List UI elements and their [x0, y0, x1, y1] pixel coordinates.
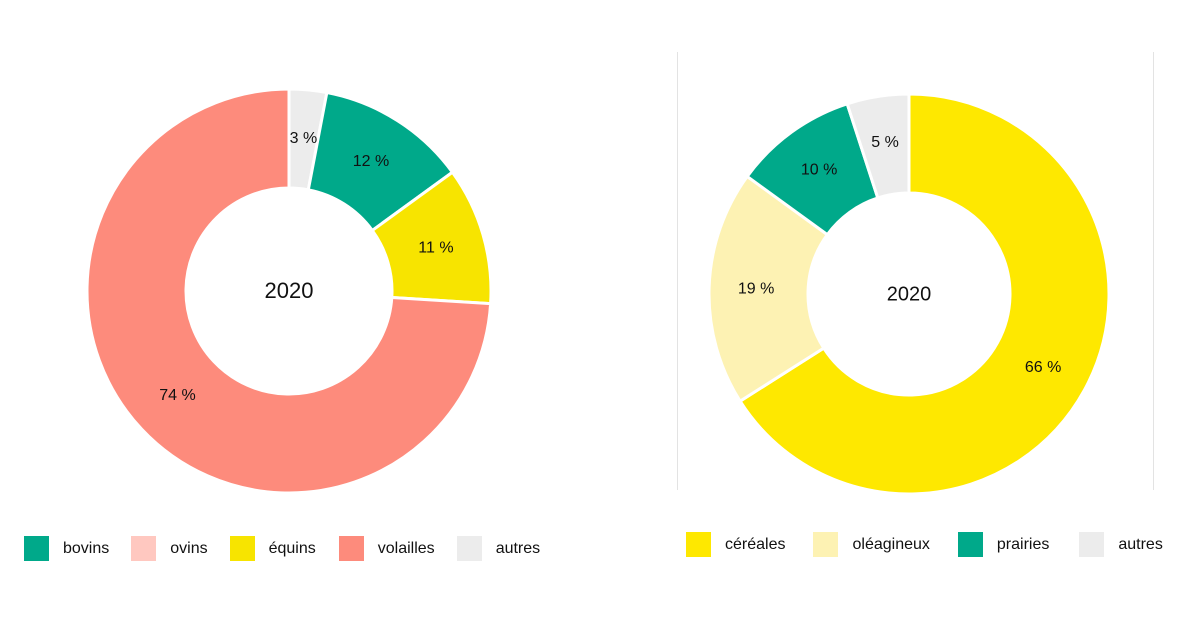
- legend-item-autres: autres: [456, 536, 541, 561]
- slice-volailles: [85, 87, 493, 495]
- legend-label: prairies: [996, 535, 1050, 553]
- panel-divider-left: [677, 52, 678, 490]
- slice-oleagineux: [707, 174, 830, 404]
- legend-swatch: [1079, 532, 1105, 557]
- slice-label-volailles: 74 %: [159, 387, 195, 404]
- legend-item-ovins: ovins: [131, 536, 208, 561]
- legend-item-volailles: volailles: [338, 536, 435, 561]
- center-label: 2020: [887, 283, 932, 305]
- legend-item-prairies: prairies: [957, 532, 1050, 557]
- slice-autres: [845, 92, 911, 200]
- legend-label: autres: [1118, 535, 1163, 553]
- legend-item-oleagineux: oléagineux: [813, 532, 930, 557]
- legend-swatch: [338, 536, 364, 561]
- legend-label: équins: [268, 539, 316, 557]
- legend-label: autres: [495, 539, 541, 557]
- panel-divider-right: [1153, 52, 1154, 490]
- legend-label: ovins: [170, 539, 208, 557]
- labels-group: 3 % 12 % 11 % 74 %: [159, 130, 453, 404]
- donut-chart-livestock: 3 % 12 % 11 % 74 % 2020: [85, 87, 493, 495]
- legend-label: céréales: [725, 535, 786, 553]
- legend-item-cereales: céréales: [686, 532, 785, 557]
- legend-swatch: [24, 536, 49, 561]
- slice-label-bovins: 12 %: [353, 153, 389, 170]
- legend-swatch: [229, 536, 255, 561]
- slices-group: [707, 92, 1111, 496]
- slice-label-prairies: 10 %: [801, 161, 837, 178]
- legend-label: oléagineux: [852, 535, 930, 553]
- slice-label-oleagineux: 19 %: [738, 280, 774, 297]
- legend-swatch: [686, 532, 711, 557]
- legend-item-autres: autres: [1079, 532, 1163, 557]
- legend-swatch: [131, 536, 157, 561]
- donut-chart-crops: 66 % 19 % 10 % 5 % 2020: [707, 92, 1111, 496]
- slice-label-autres: 3 %: [290, 130, 318, 147]
- slice-label-cereales: 66 %: [1025, 359, 1061, 376]
- center-label: 2020: [265, 278, 314, 303]
- slices-group: [85, 87, 493, 495]
- legend-label: volailles: [377, 539, 435, 557]
- legend-swatch: [957, 532, 983, 557]
- legend-label: bovins: [63, 539, 110, 557]
- legend-livestock: bovins ovins équins volailles autres: [24, 536, 540, 561]
- legend-swatch: [456, 536, 482, 561]
- legend-item-bovins: bovins: [24, 536, 109, 561]
- slice-label-equins: 11 %: [418, 240, 453, 257]
- legend-swatch: [813, 532, 839, 557]
- legend-item-equins: équins: [229, 536, 316, 561]
- labels-group: 66 % 19 % 10 % 5 %: [738, 134, 1061, 376]
- legend-crops: céréales oléagineux prairies autres: [686, 532, 1163, 557]
- slice-cereales: [738, 92, 1111, 496]
- slice-label-autres: 5 %: [871, 134, 899, 151]
